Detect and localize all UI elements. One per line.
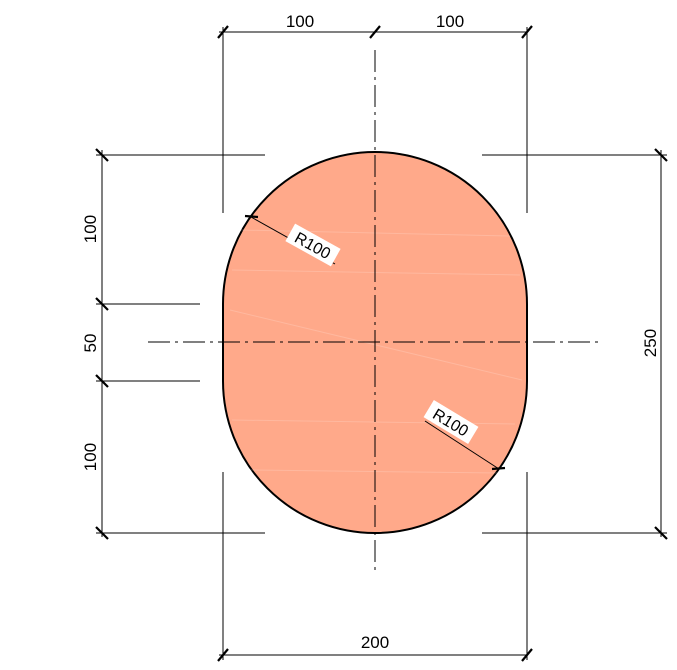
dim-top-left-label: 100 bbox=[286, 12, 314, 31]
dim-left-bottom-label: 100 bbox=[81, 443, 100, 471]
radius-lower-leader bbox=[424, 420, 500, 470]
dim-top-right-label: 100 bbox=[436, 12, 464, 31]
dim-left-top-label: 100 bbox=[81, 215, 100, 243]
left-dimension: 100 50 100 bbox=[81, 148, 265, 540]
radius-upper-tick bbox=[244, 214, 259, 219]
radius-lower-tick bbox=[491, 466, 506, 471]
tick-top-center bbox=[369, 25, 381, 39]
dim-bottom-label: 200 bbox=[361, 633, 389, 652]
bottom-dimension: 200 bbox=[217, 472, 533, 662]
tick-top-right bbox=[521, 25, 533, 39]
right-dimension: 250 bbox=[482, 148, 668, 540]
tick-bottom-right bbox=[521, 648, 533, 662]
tick-right-bottom bbox=[654, 526, 668, 540]
tick-right-top bbox=[654, 148, 668, 162]
top-dimension: 100 100 bbox=[217, 12, 533, 213]
radius-upper-label-bg bbox=[285, 223, 341, 267]
tick-left-upper-mid bbox=[95, 297, 109, 311]
tick-left-bottom bbox=[95, 526, 109, 540]
tick-bottom-left bbox=[217, 648, 229, 662]
tick-left-lower-mid bbox=[95, 374, 109, 388]
tick-left-top bbox=[95, 148, 109, 162]
tick-top-left bbox=[217, 25, 229, 39]
dim-left-middle-label: 50 bbox=[81, 334, 100, 353]
dim-right-label: 250 bbox=[641, 329, 660, 357]
radius-lower-label-bg bbox=[423, 400, 479, 444]
